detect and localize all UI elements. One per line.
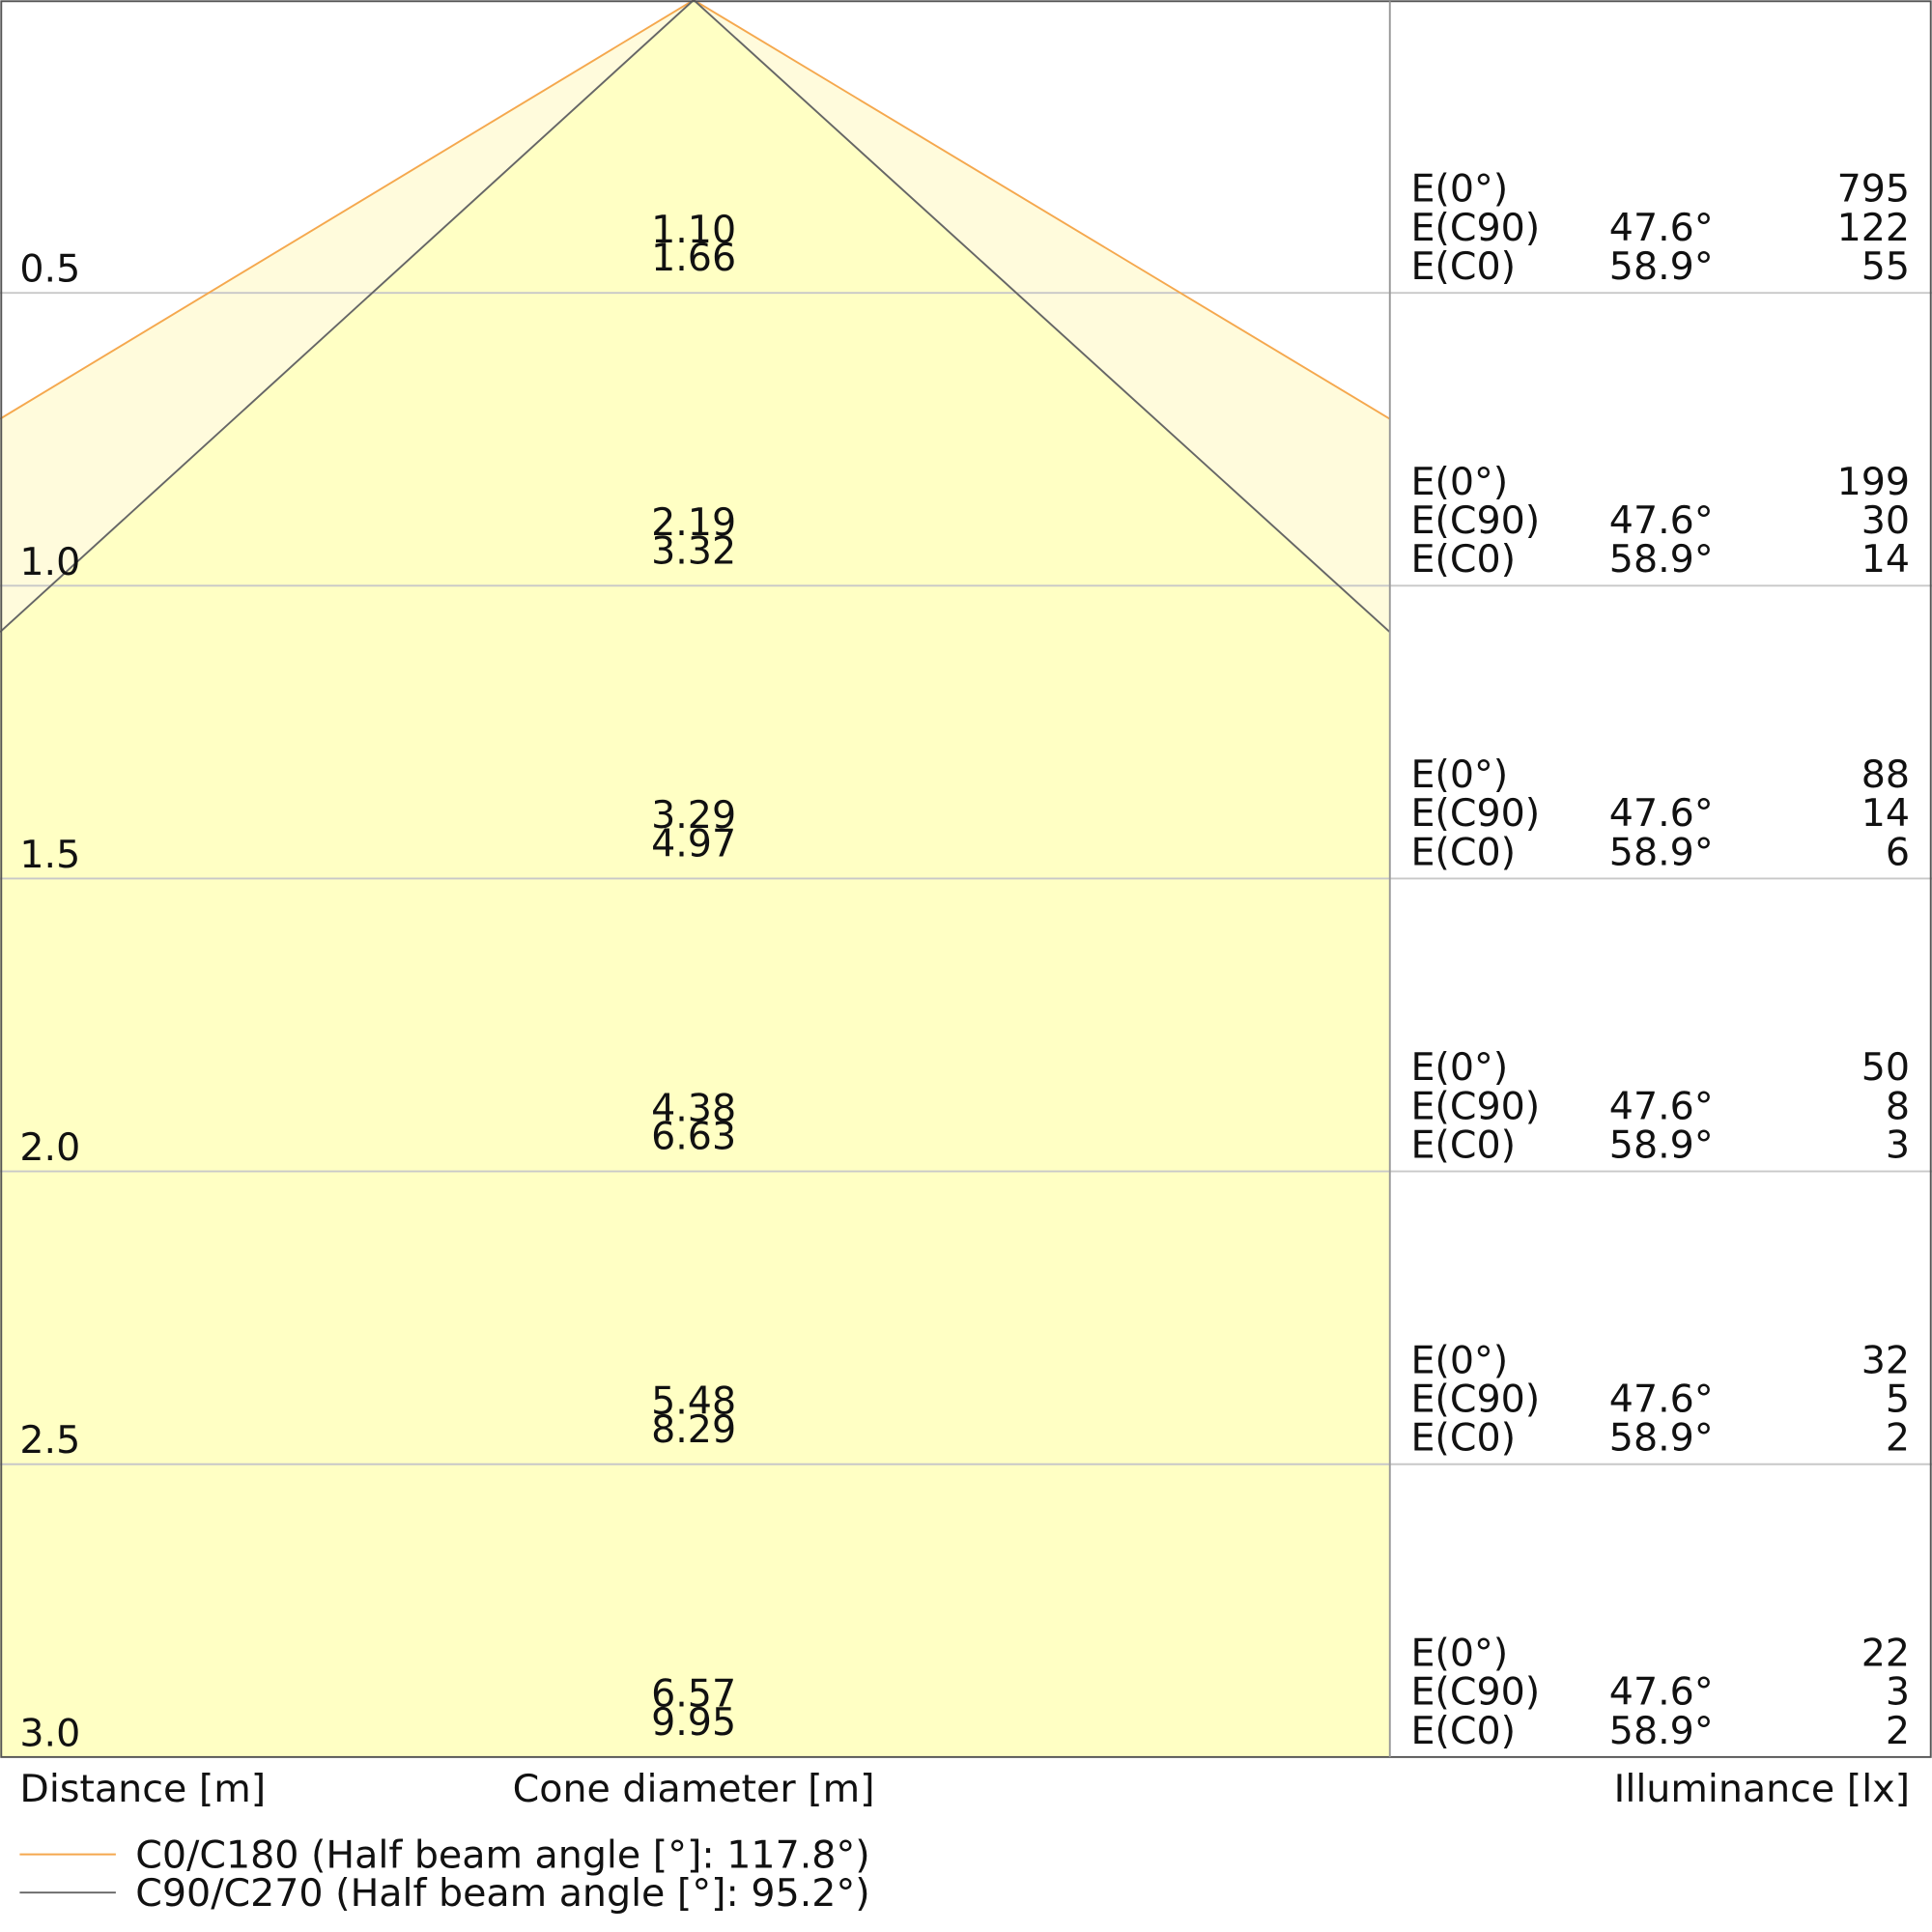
illuminance-value: 32: [1861, 1338, 1910, 1382]
illuminance-angle: 47.6°: [1609, 791, 1714, 836]
cone-diameter: 6.57: [651, 1672, 736, 1717]
cone-diameter: 3.32: [651, 528, 736, 573]
distance-label: 3.0: [19, 1711, 80, 1755]
illuminance-value: 30: [1861, 498, 1910, 543]
illuminance-value: 88: [1861, 753, 1910, 797]
illuminance-value: 122: [1837, 206, 1910, 250]
cone-diameter: 9.95: [651, 1700, 736, 1745]
distance-label: 2.0: [19, 1125, 80, 1170]
illuminance-value: 5: [1886, 1378, 1910, 1422]
illuminance-value: 14: [1861, 537, 1910, 582]
c0-line: [0, 0, 1391, 420]
illuminance-label: E(0°): [1410, 1338, 1508, 1382]
illuminance-angle: 47.6°: [1609, 1670, 1714, 1715]
illuminance-angle: 47.6°: [1609, 206, 1714, 250]
illuminance-value: 2: [1886, 1709, 1910, 1753]
illuminance-value: 199: [1837, 460, 1910, 504]
cone-diameter: 4.38: [651, 1086, 736, 1130]
illuminance-value: 6: [1886, 830, 1910, 874]
illuminance-label: E(C90): [1410, 1084, 1540, 1128]
illuminance-label: E(0°): [1410, 1045, 1508, 1090]
cone-diameter: 6.63: [651, 1115, 736, 1159]
illuminance-label: E(0°): [1410, 1631, 1508, 1675]
illuminance-label: E(C90): [1410, 1670, 1540, 1715]
cone-diameter: 3.29: [651, 793, 736, 838]
grid: [0, 292, 1932, 1465]
cone-diameter: 8.29: [651, 1407, 736, 1452]
cone-diameter: 4.97: [651, 821, 736, 866]
illuminance-angle: 58.9°: [1609, 1709, 1714, 1753]
illuminance-label: E(C0): [1410, 1709, 1516, 1753]
illuminance-label: E(0°): [1410, 460, 1508, 504]
distance-label: 1.0: [19, 540, 80, 584]
illuminance-label: E(C0): [1410, 1416, 1516, 1461]
cone-diameter: 1.66: [651, 236, 736, 280]
illuminance-value: 795: [1837, 167, 1910, 212]
axis-label: Illuminance [lx]: [1614, 1767, 1910, 1811]
cone-diameter: 1.10: [651, 208, 736, 252]
illuminance-label: E(C0): [1410, 1123, 1516, 1168]
illuminance-label: E(C90): [1410, 206, 1540, 250]
frame: [0, 0, 1932, 1758]
illuminance-value: 8: [1886, 1084, 1910, 1128]
illuminance-value: 3: [1886, 1670, 1910, 1715]
illuminance-angle: 47.6°: [1609, 498, 1714, 543]
distance-label: 2.5: [19, 1418, 80, 1463]
illuminance-value: 3: [1886, 1123, 1910, 1168]
illuminance-angle: 58.9°: [1609, 537, 1714, 582]
illuminance-angle: 58.9°: [1609, 1416, 1714, 1461]
distance-label: 1.5: [19, 833, 80, 877]
illuminance-label: E(C0): [1410, 537, 1516, 582]
illuminance-angle: 47.6°: [1609, 1378, 1714, 1422]
illuminance-angle: 58.9°: [1609, 244, 1714, 289]
illuminance-label: E(C90): [1410, 791, 1540, 836]
illuminance-value: 2: [1886, 1416, 1910, 1461]
illuminance-label: E(C0): [1410, 830, 1516, 874]
axis-label: Cone diameter [m]: [513, 1767, 875, 1811]
illuminance-value: 22: [1861, 1631, 1910, 1675]
cone-diameter: 5.48: [651, 1378, 736, 1423]
illuminance-angle: 47.6°: [1609, 1084, 1714, 1128]
illuminance-value: 50: [1861, 1045, 1910, 1090]
illuminance-angle: 58.9°: [1609, 830, 1714, 874]
distance-label: 0.5: [19, 247, 80, 292]
illuminance-label: E(0°): [1410, 753, 1508, 797]
illuminance-value: 55: [1861, 244, 1910, 289]
illuminance-label: E(C0): [1410, 244, 1516, 289]
c90-line: [0, 0, 1391, 634]
legend-label: C0/C180 (Half beam angle [°]: 117.8°): [135, 1833, 869, 1878]
axis-label: Distance [m]: [19, 1767, 266, 1811]
illuminance-label: E(C90): [1410, 498, 1540, 543]
cone-diameter: 2.19: [651, 500, 736, 545]
legend-label: C90/C270 (Half beam angle [°]: 95.2°): [135, 1871, 869, 1916]
illuminance-label: E(C90): [1410, 1378, 1540, 1422]
illuminance-label: E(0°): [1410, 167, 1508, 212]
illuminance-value: 14: [1861, 791, 1910, 836]
illuminance-angle: 58.9°: [1609, 1123, 1714, 1168]
